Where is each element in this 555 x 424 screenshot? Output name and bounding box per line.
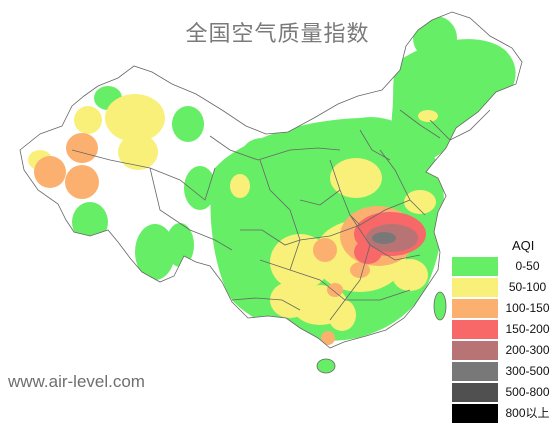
legend-swatch (452, 278, 498, 297)
province-borders (19, 11, 523, 349)
legend-item-100-150: 100-150 (452, 298, 555, 319)
legend-item-300-500: 300-500 (452, 361, 555, 382)
legend-label: 200-300 (505, 343, 550, 357)
legend-label: 800以上 (505, 406, 550, 420)
legend-swatch (452, 341, 498, 360)
legend-swatch (452, 299, 498, 318)
legend-item-500-800: 500-800 (452, 382, 555, 403)
map-fill-layer (20, 12, 522, 348)
legend-label: 500-800 (505, 385, 550, 399)
legend-item-50-100: 50-100 (452, 277, 555, 298)
legend-item-150-200: 150-200 (452, 319, 555, 340)
legend-item-200-300: 200-300 (452, 340, 555, 361)
legend-label: 0-50 (515, 259, 540, 273)
aqi-hazardous-areas (372, 232, 396, 244)
legend-label: 300-500 (505, 364, 550, 378)
legend-swatch (452, 404, 498, 423)
site-watermark: www.air-level.com (8, 372, 145, 391)
legend-title: AQI (512, 238, 535, 253)
legend-item-800-plus: 800以上 (452, 403, 555, 424)
legend-swatch (452, 320, 498, 339)
legend-label: 50-100 (508, 280, 547, 294)
map-title: 全国空气质量指数 (185, 22, 370, 47)
legend-swatch (452, 257, 498, 276)
legend-label: 100-150 (505, 301, 550, 315)
taiwan-island (433, 291, 447, 321)
legend-label: 150-200 (505, 322, 550, 336)
islands (316, 291, 447, 374)
legend-swatch (452, 383, 498, 402)
legend-swatch (452, 362, 498, 381)
china-aqi-map (19, 11, 523, 374)
hainan-island (316, 358, 336, 374)
legend-item-0-50: 0-50 (452, 256, 555, 277)
